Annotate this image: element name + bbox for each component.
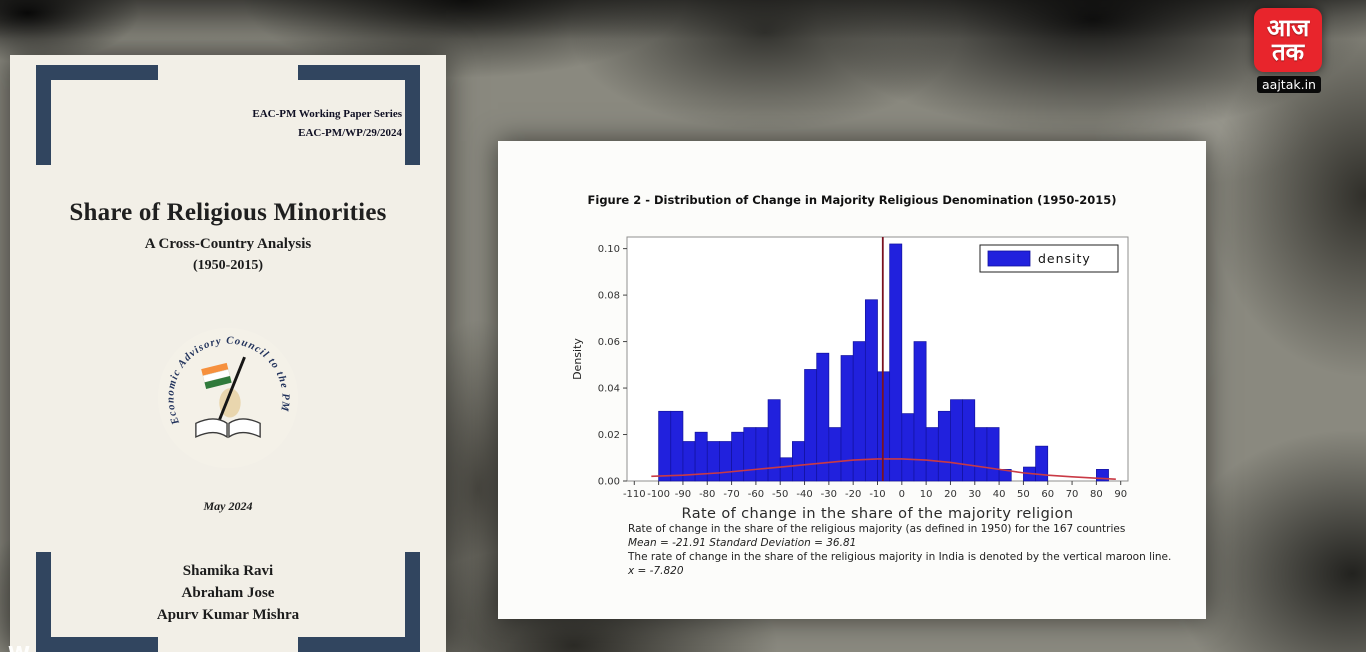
- histogram-bar: [743, 427, 757, 482]
- x-tick-label: 20: [944, 489, 957, 500]
- x-tick-label: 0: [899, 489, 905, 500]
- caption-line-4: x = -7.820: [628, 564, 684, 577]
- x-axis-label: Rate of change in the share of the major…: [682, 506, 1074, 522]
- histogram-bar: [767, 399, 781, 482]
- histogram-bar: [840, 355, 854, 482]
- legend-swatch: [987, 250, 1031, 267]
- histogram-bar: [779, 457, 793, 482]
- x-tick-label: 50: [1017, 489, 1030, 500]
- histogram-bar: [731, 431, 745, 482]
- x-tick-label: 40: [993, 489, 1006, 500]
- corner-watermark: W: [8, 642, 30, 652]
- open-book-icon: [195, 418, 261, 439]
- y-tick-label: 0.02: [598, 430, 620, 441]
- aajtak-logo-icon: आज तक: [1254, 8, 1322, 72]
- histogram-bar: [913, 341, 927, 482]
- figure-title: Figure 2 - Distribution of Change in Maj…: [587, 193, 1117, 207]
- torch-stem-icon: [217, 356, 246, 421]
- x-tick-label: 10: [920, 489, 933, 500]
- paper-date: May 2024: [203, 499, 253, 513]
- author-list: Shamika Ravi Abraham Jose Apurv Kumar Mi…: [10, 561, 446, 626]
- x-tick-label: 60: [1041, 489, 1054, 500]
- series-line-1: EAC-PM Working Paper Series: [252, 108, 402, 120]
- y-tick-label: 0.06: [598, 337, 620, 348]
- channel-logo: आज तक aajtak.in: [1254, 8, 1324, 93]
- logo-text-line-2: तक: [1271, 38, 1305, 66]
- y-tick-label: 0.08: [598, 291, 620, 302]
- histogram-bar: [719, 441, 732, 482]
- y-tick-label: 0.00: [598, 477, 620, 488]
- author-2: Abraham Jose: [181, 584, 275, 601]
- histogram-bar: [828, 427, 842, 482]
- eac-pm-council-logo: Economic Advisory Council to the PM: [157, 327, 299, 469]
- histogram-bar: [1035, 445, 1049, 482]
- x-tick-label: -20: [845, 489, 861, 500]
- paper-title: Share of Religious Minorities: [69, 199, 387, 226]
- logo-text-line-1: आज: [1266, 13, 1310, 42]
- x-tick-label: -90: [675, 489, 691, 500]
- caption-line-2: Mean = -21.91 Standard Deviation = 36.81: [628, 536, 857, 549]
- working-paper-cover: EAC-PM Working Paper Series EAC-PM/WP/29…: [10, 55, 446, 652]
- x-tick-label: -70: [723, 489, 739, 500]
- histogram-bar: [706, 441, 720, 482]
- histogram-bar: [937, 410, 951, 482]
- x-tick-label: 70: [1066, 489, 1079, 500]
- histogram-bar: [962, 399, 976, 482]
- y-tick-label: 0.10: [598, 244, 620, 255]
- x-tick-label: 90: [1114, 489, 1127, 500]
- histogram-bar: [950, 399, 963, 482]
- x-tick-label: -50: [772, 489, 788, 500]
- x-tick-label: -40: [796, 489, 812, 500]
- x-tick-label: 80: [1090, 489, 1103, 500]
- caption-line-1: Rate of change in the share of the relig…: [628, 523, 1126, 535]
- x-tick-label: -100: [647, 489, 670, 500]
- histogram-bar: [658, 410, 672, 482]
- paper-subtitle: A Cross-Country Analysis: [144, 236, 312, 252]
- histogram-bar: [1096, 469, 1109, 482]
- tricolor-flag-icon: [201, 362, 232, 390]
- corner-bracket-bottom-right: [298, 552, 420, 652]
- caption-line-3: The rate of change in the share of the r…: [628, 550, 1172, 563]
- legend-label: density: [1038, 251, 1091, 266]
- histogram-bar: [864, 299, 878, 482]
- figure-captions: Rate of change in the share of the relig…: [628, 523, 1176, 578]
- series-line-2: EAC-PM/WP/29/2024: [298, 126, 402, 139]
- histogram-bar: [986, 427, 1000, 482]
- x-tick-label: -30: [821, 489, 837, 500]
- y-axis-label: Density: [571, 338, 584, 380]
- histogram-bar: [998, 469, 1012, 482]
- figure-chart: 0.000.020.040.060.080.10-110 -100 -90 -80 -7…: [571, 236, 1129, 522]
- x-tick-label: -110: [623, 489, 646, 500]
- author-3: Apurv Kumar Mishra: [156, 606, 300, 623]
- corner-bracket-bottom-left: [36, 552, 158, 652]
- histogram-bar: [792, 441, 805, 482]
- channel-url: aajtak.in: [1257, 76, 1321, 93]
- histogram-bar: [901, 413, 915, 482]
- figure-page: Figure 2 - Distribution of Change in Maj…: [498, 141, 1206, 619]
- x-tick-label: -80: [699, 489, 715, 500]
- x-tick-label: -10: [869, 489, 885, 500]
- x-tick-label: -60: [748, 489, 764, 500]
- histogram-bar: [816, 352, 830, 482]
- chart-legend: density: [979, 244, 1119, 273]
- series-block: EAC-PM Working Paper Series EAC-PM/WP/29…: [252, 105, 402, 142]
- histogram-bar: [755, 427, 769, 482]
- x-tick-label: 30: [968, 489, 981, 500]
- histogram-bar: [925, 427, 939, 482]
- histogram-bar: [889, 243, 903, 482]
- y-tick-label: 0.04: [598, 384, 620, 395]
- histogram-bar: [670, 410, 684, 482]
- author-1: Shamika Ravi: [182, 563, 274, 579]
- corner-bracket-top-left: [36, 65, 158, 165]
- corner-bracket-top-right: [298, 65, 420, 165]
- paper-years: (1950-2015): [193, 258, 263, 273]
- kernel-density-curve: [651, 458, 1116, 480]
- histogram-bar: [974, 427, 988, 482]
